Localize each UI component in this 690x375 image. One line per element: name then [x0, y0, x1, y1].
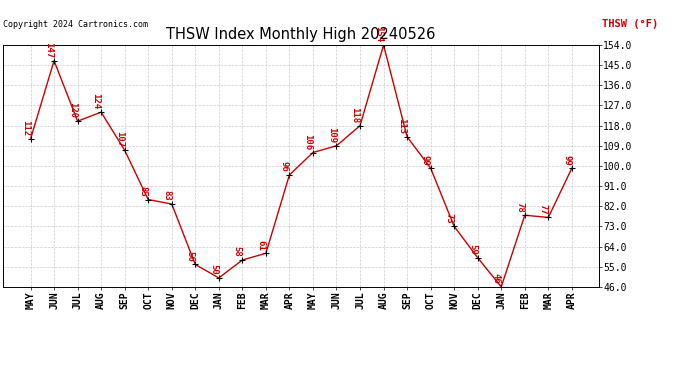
Text: 78: 78 — [515, 202, 524, 212]
Text: 109: 109 — [327, 127, 336, 143]
Text: 120: 120 — [68, 102, 77, 118]
Text: 154: 154 — [374, 26, 383, 42]
Text: 59: 59 — [468, 244, 477, 255]
Text: 107: 107 — [115, 131, 124, 147]
Text: 56: 56 — [186, 251, 195, 262]
Text: 46: 46 — [491, 273, 500, 284]
Text: 99: 99 — [421, 154, 430, 165]
Text: 124: 124 — [91, 93, 101, 110]
Text: 106: 106 — [303, 134, 313, 150]
Text: 147: 147 — [44, 42, 53, 58]
Text: 77: 77 — [539, 204, 548, 214]
Text: 73: 73 — [444, 213, 453, 223]
Title: THSW Index Monthly High 20240526: THSW Index Monthly High 20240526 — [166, 27, 436, 42]
Text: 85: 85 — [139, 186, 148, 197]
Text: 83: 83 — [162, 190, 171, 201]
Text: 61: 61 — [256, 240, 265, 250]
Text: 58: 58 — [233, 246, 241, 257]
Text: 96: 96 — [279, 161, 288, 172]
Text: 99: 99 — [562, 154, 571, 165]
Text: THSW (°F): THSW (°F) — [602, 19, 658, 29]
Text: 113: 113 — [397, 118, 406, 134]
Text: 50: 50 — [209, 264, 218, 275]
Text: Copyright 2024 Cartronics.com: Copyright 2024 Cartronics.com — [3, 20, 148, 29]
Text: 118: 118 — [351, 107, 359, 123]
Text: 112: 112 — [21, 120, 30, 136]
